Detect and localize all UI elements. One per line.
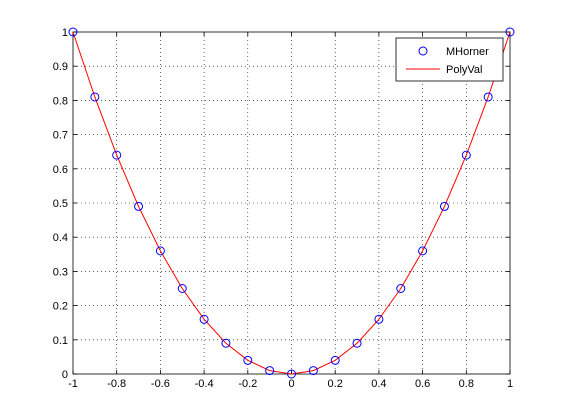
x-tick-label: -0.6 (151, 378, 170, 390)
data-point-mhorner (112, 150, 122, 160)
x-tick-label: -0.4 (195, 378, 214, 390)
series-layer (68, 27, 515, 379)
data-point-mhorner (243, 355, 253, 365)
y-tick-label: 0.9 (53, 61, 68, 73)
data-point-mhorner (461, 150, 471, 160)
x-tick-label: 0.2 (328, 378, 343, 390)
y-axis-ticks: 0 0.1 0.2 0.3 0.4 0.5 0.6 0.7 0.8 0.9 1 (53, 27, 510, 381)
data-point-mhorner (505, 27, 515, 37)
x-tick-label: 0.4 (371, 378, 386, 390)
x-tick-label: 0.8 (459, 378, 474, 390)
y-tick-label: 1 (62, 27, 68, 39)
data-point-mhorner (330, 355, 340, 365)
data-point-mhorner (68, 27, 78, 37)
plot-area (73, 32, 510, 374)
y-tick-label: 0.6 (53, 164, 68, 176)
data-point-mhorner (483, 92, 493, 102)
series-line-polyval (72, 31, 511, 375)
x-tick-label: 0.6 (415, 378, 430, 390)
legend-label-polyval: PolyVal (446, 64, 482, 76)
grid-lines (73, 32, 510, 374)
data-point-mhorner (308, 366, 318, 376)
legend-marker-mhorner (418, 46, 428, 56)
data-point-mhorner (177, 284, 187, 293)
x-tick-label: 0 (288, 378, 294, 390)
data-point-mhorner (265, 366, 275, 376)
data-point-mhorner (287, 369, 296, 379)
y-tick-label: 0.3 (53, 266, 68, 278)
legend-label-mhorner: MHorner (446, 46, 489, 58)
data-point-mhorner (155, 246, 165, 256)
x-tick-label: -0.2 (238, 378, 257, 390)
y-tick-label: 0 (62, 369, 68, 381)
data-point-mhorner (90, 92, 100, 102)
legend: MHorner PolyVal (395, 37, 504, 82)
y-tick-label: 0.1 (53, 335, 68, 347)
data-point-mhorner (374, 314, 384, 324)
data-point-mhorner (199, 314, 209, 324)
x-tick-label: 1 (507, 378, 513, 390)
data-point-mhorner (352, 338, 362, 348)
y-tick-label: 0.2 (53, 301, 68, 313)
x-tick-label: -1 (68, 378, 78, 390)
legend-box (395, 37, 504, 82)
data-point-mhorner (439, 201, 449, 211)
y-tick-label: 0.5 (53, 198, 68, 210)
y-tick-label: 0.4 (53, 232, 68, 244)
data-point-mhorner (221, 338, 231, 348)
y-tick-label: 0.8 (53, 95, 68, 107)
x-axis-ticks: -1 -0.8 -0.6 -0.4 -0.2 0 0.2 0.4 0.6 0.8 1 (68, 32, 513, 390)
y-tick-label: 0.7 (53, 130, 68, 142)
x-tick-label: -0.8 (107, 378, 126, 390)
data-point-mhorner (134, 201, 144, 211)
data-point-mhorner (396, 284, 406, 293)
data-point-mhorner (418, 246, 428, 256)
